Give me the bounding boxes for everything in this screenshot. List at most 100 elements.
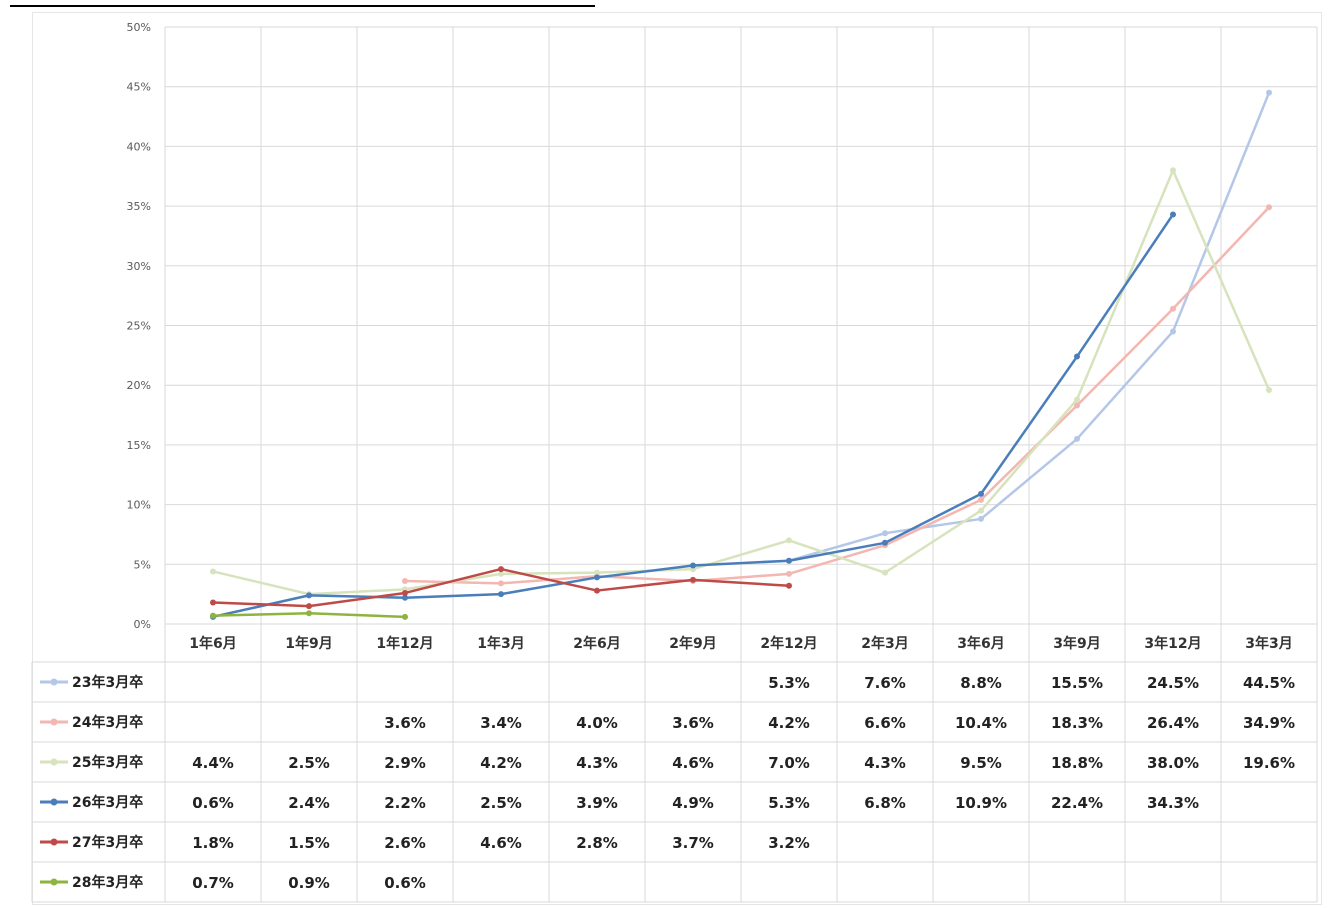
legend-label: 26年3月卒	[72, 794, 143, 811]
data-label: 4.3%	[864, 754, 906, 772]
data-label: 0.7%	[192, 874, 234, 892]
data-label: 7.0%	[768, 754, 810, 772]
data-label: 18.3%	[1051, 714, 1103, 732]
y-tick-label: 5%	[134, 558, 151, 571]
category-label: 2年3月	[861, 635, 908, 652]
y-tick-label: 20%	[127, 379, 151, 392]
y-tick-label: 50%	[127, 21, 151, 34]
data-label: 3.7%	[672, 834, 714, 852]
data-point	[306, 610, 312, 617]
data-point	[1266, 89, 1272, 96]
data-point	[306, 603, 312, 610]
data-label: 4.0%	[576, 714, 618, 732]
category-label: 1年6月	[189, 635, 236, 652]
category-label: 3年9月	[1053, 635, 1100, 652]
data-point	[498, 570, 504, 577]
top-rule	[10, 5, 595, 7]
data-point	[1266, 204, 1272, 211]
legend-key-marker	[50, 678, 58, 686]
category-label: 3年12月	[1144, 635, 1201, 652]
data-label: 2.4%	[288, 794, 330, 812]
data-label: 22.4%	[1051, 794, 1103, 812]
data-label: 7.6%	[864, 674, 906, 692]
data-point	[1170, 328, 1176, 335]
data-label: 34.3%	[1147, 794, 1199, 812]
y-tick-label: 10%	[127, 499, 151, 512]
data-label: 24.5%	[1147, 674, 1199, 692]
legend-key-marker	[50, 758, 58, 766]
category-label: 2年6月	[573, 635, 620, 652]
data-label: 6.6%	[864, 714, 906, 732]
data-point	[882, 569, 888, 576]
data-point	[786, 557, 792, 564]
legend-label: 28年3月卒	[72, 874, 143, 891]
legend-key-marker	[50, 718, 58, 726]
data-label: 3.4%	[480, 714, 522, 732]
data-label: 26.4%	[1147, 714, 1199, 732]
data-point	[402, 578, 408, 585]
data-label: 2.2%	[384, 794, 426, 812]
data-label: 0.6%	[192, 794, 234, 812]
data-label: 2.6%	[384, 834, 426, 852]
data-label: 4.2%	[480, 754, 522, 772]
y-tick-label: 40%	[127, 140, 151, 153]
legend-label: 24年3月卒	[72, 714, 143, 731]
data-label: 0.6%	[384, 874, 426, 892]
data-label: 2.8%	[576, 834, 618, 852]
data-label: 3.2%	[768, 834, 810, 852]
data-label: 18.8%	[1051, 754, 1103, 772]
data-point	[498, 591, 504, 598]
data-point	[1170, 167, 1176, 174]
data-label: 15.5%	[1051, 674, 1103, 692]
category-label: 1年3月	[477, 635, 524, 652]
data-label: 0.9%	[288, 874, 330, 892]
data-point	[402, 594, 408, 601]
data-point	[1266, 386, 1272, 393]
data-point	[978, 490, 984, 497]
data-point	[882, 530, 888, 537]
data-point	[402, 613, 408, 620]
data-point	[690, 576, 696, 583]
data-label: 2.5%	[288, 754, 330, 772]
data-label: 8.8%	[960, 674, 1002, 692]
data-label: 4.3%	[576, 754, 618, 772]
y-tick-label: 25%	[127, 320, 151, 333]
data-label: 1.5%	[288, 834, 330, 852]
data-label: 4.6%	[480, 834, 522, 852]
y-tick-label: 0%	[134, 618, 151, 631]
chart-frame	[32, 12, 1322, 905]
data-point	[1074, 435, 1080, 442]
legend-label: 25年3月卒	[72, 754, 143, 771]
data-point	[786, 582, 792, 589]
category-label: 2年12月	[760, 635, 817, 652]
legend-key-marker	[50, 838, 58, 846]
data-point	[594, 587, 600, 594]
data-point	[1170, 305, 1176, 312]
data-point	[402, 589, 408, 596]
series-line	[212, 169, 1271, 596]
data-point	[978, 515, 984, 522]
data-label: 38.0%	[1147, 754, 1199, 772]
category-label: 3年6月	[957, 635, 1004, 652]
y-tick-label: 35%	[127, 200, 151, 213]
data-point	[1074, 396, 1080, 403]
data-point	[210, 568, 216, 575]
data-point	[786, 537, 792, 544]
data-point	[594, 574, 600, 581]
data-point	[882, 539, 888, 546]
data-point	[978, 507, 984, 514]
data-point	[786, 570, 792, 577]
data-point	[594, 569, 600, 576]
data-label: 34.9%	[1243, 714, 1295, 732]
data-label: 9.5%	[960, 754, 1002, 772]
category-label: 3年3月	[1245, 635, 1292, 652]
data-label: 44.5%	[1243, 674, 1295, 692]
data-label: 10.4%	[955, 714, 1007, 732]
legend-label: 23年3月卒	[72, 674, 143, 691]
data-point	[690, 562, 696, 569]
data-label: 2.5%	[480, 794, 522, 812]
data-label: 10.9%	[955, 794, 1007, 812]
y-tick-label: 15%	[127, 439, 151, 452]
y-tick-label: 30%	[127, 260, 151, 273]
